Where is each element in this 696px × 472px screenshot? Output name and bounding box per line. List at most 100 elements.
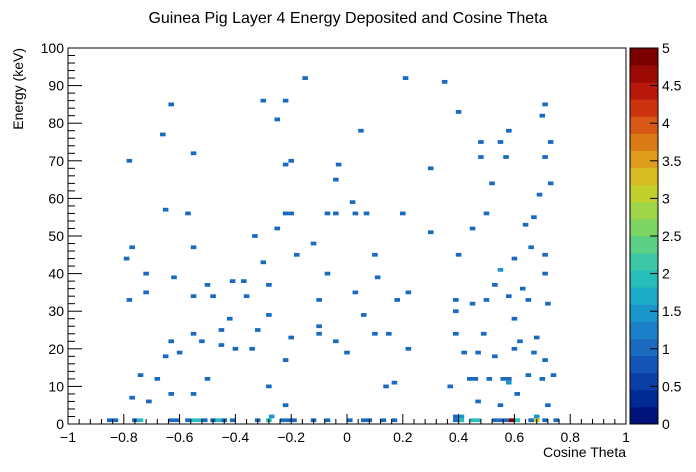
color-scale-tick-label: 4.5 bbox=[662, 78, 682, 94]
chart-title: Guinea Pig Layer 4 Energy Deposited and … bbox=[148, 10, 547, 27]
histogram-bin bbox=[519, 286, 526, 291]
x-tick-label: 0.2 bbox=[393, 429, 413, 445]
histogram-bin bbox=[506, 377, 512, 381]
histogram-bin bbox=[453, 331, 459, 336]
histogram-bin bbox=[333, 177, 339, 182]
histogram-bin bbox=[352, 290, 359, 295]
color-scale-segment bbox=[630, 406, 658, 425]
histogram-bin bbox=[553, 418, 560, 423]
histogram-bin bbox=[190, 245, 197, 250]
histogram-bin bbox=[143, 271, 149, 276]
histogram-bin bbox=[316, 324, 322, 329]
histogram-bin bbox=[525, 373, 532, 377]
histogram-bin bbox=[310, 241, 317, 246]
histogram-bin bbox=[400, 211, 406, 216]
histogram-bin bbox=[480, 331, 487, 336]
color-scale-tick-label: 1 bbox=[662, 341, 670, 357]
histogram-bin bbox=[291, 418, 297, 423]
histogram-bin bbox=[363, 211, 370, 216]
histogram-bin bbox=[333, 211, 339, 216]
histogram-bin bbox=[266, 313, 272, 317]
axes-layer: −1 −0.8 −0.6 −0.4 −0.2 0 0.2 0.4 0.6 0.8 101020304… bbox=[41, 40, 630, 445]
histogram-bin bbox=[533, 335, 540, 340]
y-tick-label: 100 bbox=[41, 40, 65, 56]
histogram-bin bbox=[360, 418, 367, 423]
color-scale-tick-label: 3 bbox=[662, 190, 670, 206]
color-scale-tick-label: 1.5 bbox=[662, 303, 682, 319]
histogram-bin bbox=[461, 350, 467, 355]
histogram-bin bbox=[282, 403, 289, 408]
histogram-bin bbox=[137, 373, 144, 377]
histogram-bin bbox=[168, 418, 175, 423]
histogram-bin bbox=[190, 151, 197, 156]
histogram-bin bbox=[539, 377, 546, 381]
histogram-bin bbox=[316, 331, 322, 336]
histogram-bin bbox=[190, 294, 197, 299]
color-scale-tick-label: 2 bbox=[662, 266, 670, 282]
histogram-bin bbox=[143, 290, 149, 295]
histogram-bin bbox=[547, 140, 554, 144]
histogram-bin bbox=[427, 230, 434, 235]
histogram-bin bbox=[168, 339, 175, 344]
color-scale-tick-label: 0 bbox=[662, 416, 670, 432]
histogram-bin bbox=[458, 418, 465, 423]
histogram-bin bbox=[453, 418, 459, 423]
histogram-bin bbox=[227, 316, 233, 321]
histogram-bin bbox=[123, 256, 130, 261]
x-tick-label: −0.6 bbox=[166, 429, 194, 445]
color-scale-tick-label: 2.5 bbox=[662, 228, 682, 244]
histogram-bin bbox=[391, 380, 398, 385]
histogram-bin bbox=[453, 414, 459, 419]
color-scale-segment bbox=[630, 304, 658, 322]
histogram-bin bbox=[260, 260, 267, 265]
histogram-bin bbox=[268, 414, 275, 419]
histogram-bin bbox=[522, 222, 529, 227]
histogram-bin bbox=[531, 215, 537, 220]
histogram-bin bbox=[383, 384, 389, 389]
histogram-bin bbox=[545, 403, 551, 408]
histogram-bin bbox=[497, 267, 504, 272]
x-tick-label: 0.8 bbox=[560, 429, 580, 445]
histogram-bin bbox=[349, 200, 356, 205]
color-scale-segment bbox=[630, 389, 658, 408]
histogram-bin bbox=[185, 211, 191, 216]
histogram-bin bbox=[478, 155, 484, 159]
histogram-bin bbox=[358, 128, 364, 133]
histogram-bin bbox=[441, 79, 448, 84]
color-scale-segment bbox=[630, 372, 658, 391]
color-scale-segment bbox=[630, 338, 658, 357]
histogram-bin bbox=[285, 418, 292, 423]
histogram-bin bbox=[360, 313, 367, 317]
x-tick-label: −0.8 bbox=[110, 429, 138, 445]
histogram-bin bbox=[506, 380, 512, 385]
histogram-bin bbox=[394, 298, 401, 302]
histogram-bin bbox=[372, 252, 378, 257]
histogram-bin bbox=[547, 181, 554, 186]
histogram-bin bbox=[497, 418, 504, 423]
histogram-bin bbox=[282, 211, 289, 216]
histogram-bin bbox=[469, 301, 476, 306]
histogram-bin bbox=[380, 418, 387, 423]
histogram-bin bbox=[260, 98, 267, 103]
histogram-bin bbox=[500, 377, 507, 381]
histogram-bin bbox=[344, 350, 350, 355]
histogram-bin bbox=[374, 275, 381, 280]
histogram-bin bbox=[405, 346, 412, 351]
histogram-bin bbox=[274, 117, 281, 122]
color-scale-segment bbox=[630, 167, 658, 186]
histogram-bin bbox=[453, 309, 459, 314]
histogram-bin bbox=[288, 211, 294, 216]
histogram-bin bbox=[146, 399, 152, 404]
color-scale-segment bbox=[630, 65, 658, 83]
color-scale-tick-label: 3.5 bbox=[662, 153, 682, 169]
histogram-bin bbox=[528, 418, 534, 423]
histogram-bin bbox=[453, 298, 459, 302]
histogram-bin bbox=[503, 155, 509, 159]
x-tick-label: −1 bbox=[60, 429, 76, 445]
histogram-bin bbox=[218, 343, 225, 347]
histogram-bin bbox=[469, 418, 476, 423]
histogram-bin bbox=[162, 207, 169, 212]
histogram-bin bbox=[302, 76, 308, 80]
y-tick-label: 30 bbox=[48, 303, 64, 319]
